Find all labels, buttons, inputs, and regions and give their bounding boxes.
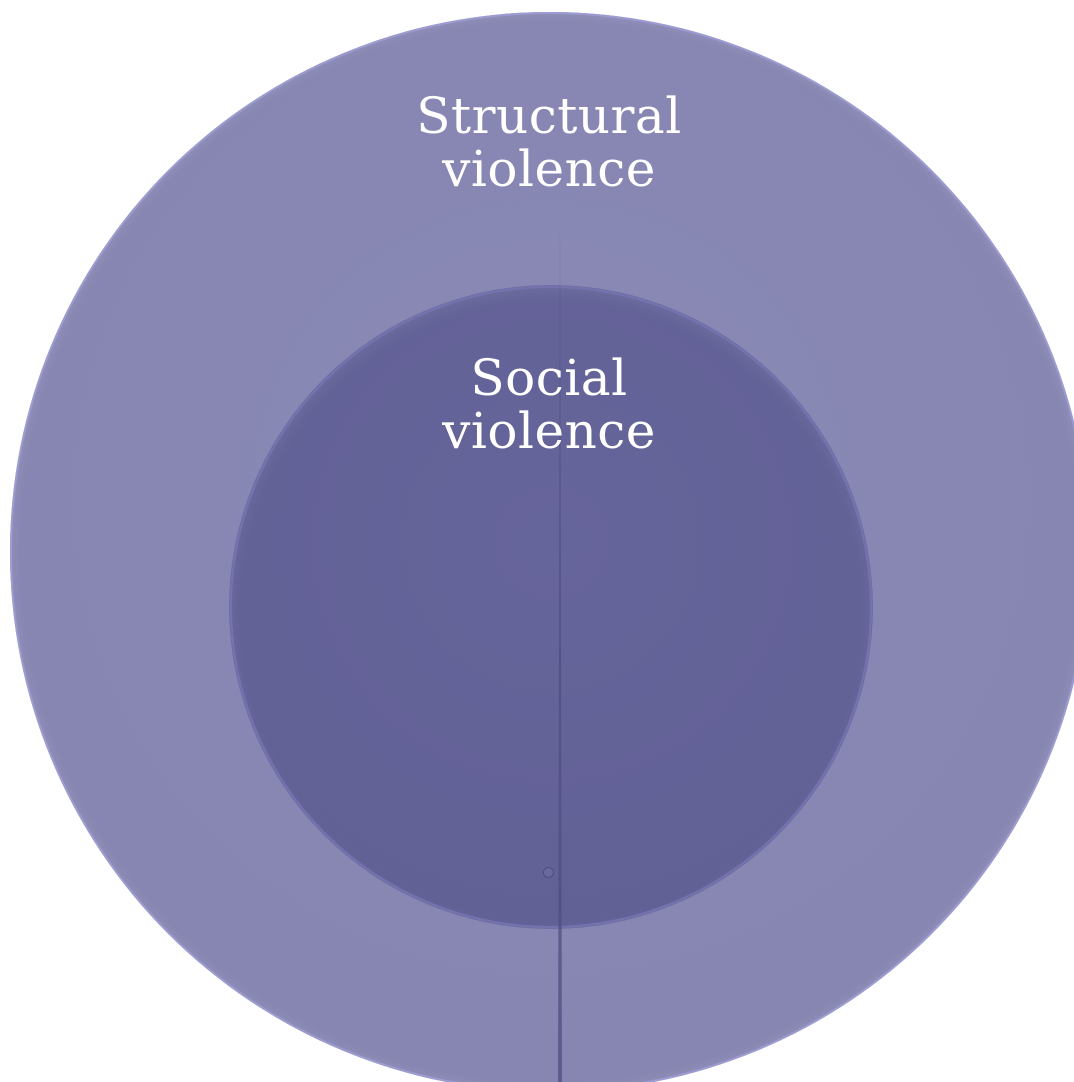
social-violence-circle — [230, 286, 872, 928]
vertical-divider-line — [558, 226, 562, 1082]
structural-violence-label-line1: Structural — [416, 87, 682, 145]
social-violence-label: Social violence — [349, 352, 749, 458]
structural-violence-label: Structural violence — [349, 90, 749, 196]
social-violence-label-line1: Social — [470, 349, 628, 407]
center-marker-dot — [543, 867, 554, 878]
structural-violence-label-line2: violence — [442, 140, 656, 198]
social-violence-label-line2: violence — [442, 402, 656, 460]
